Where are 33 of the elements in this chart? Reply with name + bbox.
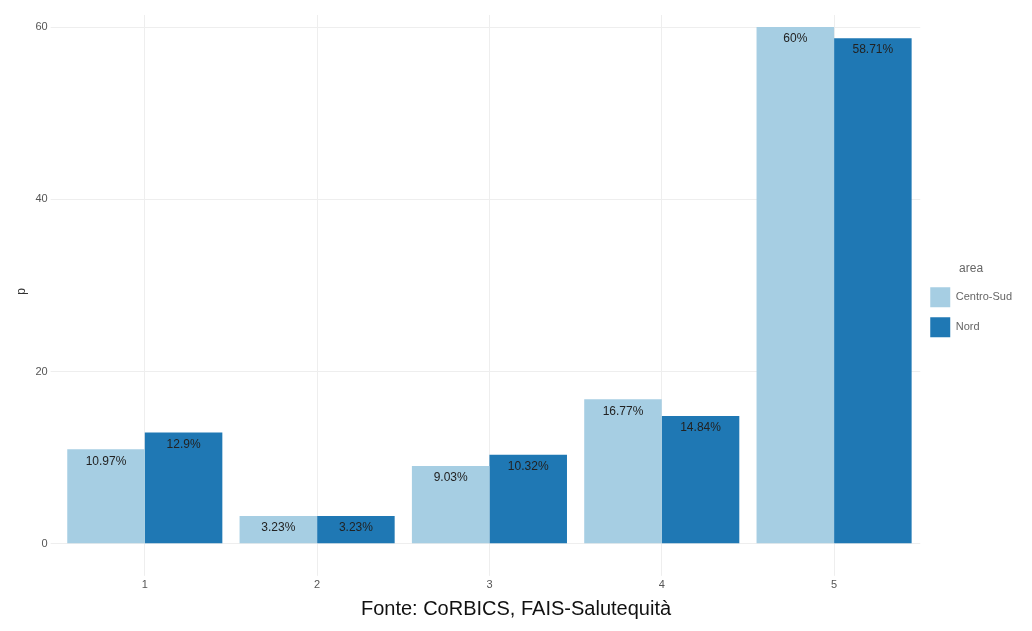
data-label: 9.03% bbox=[433, 470, 469, 485]
y-tick-label: 20 bbox=[35, 364, 48, 377]
x-tick-label: 5 bbox=[831, 578, 838, 591]
bar bbox=[584, 399, 662, 544]
bar bbox=[489, 454, 567, 544]
data-label: 58.71% bbox=[852, 42, 894, 57]
data-label: 60% bbox=[783, 31, 808, 46]
data-label: 10.32% bbox=[507, 459, 549, 474]
data-label: 10.97% bbox=[85, 453, 127, 468]
legend-title: area bbox=[959, 261, 984, 276]
y-tick-label: 60 bbox=[35, 20, 48, 33]
bar bbox=[756, 27, 835, 544]
data-label: 14.84% bbox=[680, 420, 722, 435]
y-tick-label: 40 bbox=[35, 192, 48, 205]
data-label: 12.9% bbox=[166, 436, 201, 451]
bar bbox=[144, 432, 223, 544]
y-axis-title: p bbox=[13, 287, 28, 295]
data-label: 16.77% bbox=[602, 403, 644, 418]
x-tick-label: 4 bbox=[658, 578, 665, 591]
legend-label: Nord bbox=[955, 320, 980, 333]
bar bbox=[317, 515, 395, 544]
x-tick-label: 1 bbox=[141, 578, 148, 591]
x-tick-label: 3 bbox=[486, 578, 493, 591]
bar bbox=[67, 449, 145, 544]
x-tick-label: 2 bbox=[314, 578, 321, 591]
bar bbox=[411, 465, 490, 544]
y-tick-label: 0 bbox=[41, 536, 48, 549]
bar bbox=[661, 415, 740, 544]
legend-label: Centro-Sud bbox=[955, 290, 1013, 303]
source-note: Fonte: CoRBICS, FAIS-Salutequità bbox=[359, 597, 673, 620]
bar bbox=[834, 38, 912, 544]
data-label: 3.23% bbox=[261, 520, 296, 535]
data-label: 3.23% bbox=[338, 520, 374, 535]
